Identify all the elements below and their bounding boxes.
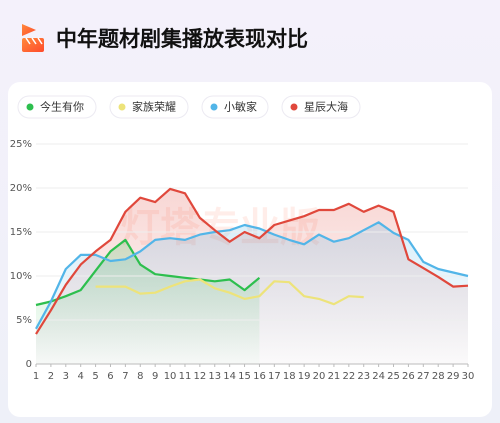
x-tick-label: 3 bbox=[63, 371, 69, 382]
x-tick-label: 23 bbox=[357, 371, 370, 382]
legend-label: 小敏家 bbox=[224, 100, 257, 114]
x-tick-label: 16 bbox=[253, 371, 266, 382]
x-tick-label: 17 bbox=[268, 371, 281, 382]
x-tick-label: 29 bbox=[447, 371, 460, 382]
y-tick-label: 15% bbox=[10, 227, 32, 238]
x-tick-label: 10 bbox=[164, 371, 177, 382]
plot: 05%10%15%20%25%1 2 3 4 5 6 7 8 9 10 11 12 13 14 15 16 17… bbox=[10, 139, 475, 382]
x-tick-label: 20 bbox=[313, 371, 326, 382]
legend-item bbox=[17, 95, 97, 119]
line bbox=[35, 238, 261, 307]
x-tick-label: 25 bbox=[387, 371, 400, 382]
x-tick-label: 26 bbox=[402, 371, 415, 382]
x-tick-label: 11 bbox=[179, 371, 192, 382]
x-tick-label: 4 bbox=[78, 371, 84, 382]
x-tick-label: 22 bbox=[342, 371, 355, 382]
y-tick-label: 5% bbox=[16, 315, 32, 326]
x-tick-label: 8 bbox=[137, 371, 143, 382]
x-tick-label: 12 bbox=[193, 371, 206, 382]
legend-label: 今生有你 bbox=[40, 100, 84, 114]
line bbox=[95, 278, 364, 306]
area bbox=[36, 239, 260, 364]
chart-title: 中年题材剧集播放表现对比 bbox=[56, 27, 308, 51]
legend-label: 星辰大海 bbox=[304, 100, 348, 114]
title-icon bbox=[22, 24, 44, 52]
y-tick-label: 0 bbox=[26, 359, 32, 370]
legend-label: 家族荣耀 bbox=[132, 100, 176, 114]
legend-item bbox=[109, 95, 189, 119]
legend: 今生有你 家族荣耀 小敏家 星辰大海 bbox=[17, 95, 361, 119]
x-tick-label: 30 bbox=[462, 371, 475, 382]
x-tick-label: 15 bbox=[238, 371, 251, 382]
y-tick-label: 25% bbox=[10, 139, 32, 150]
x-tick-label: 21 bbox=[328, 371, 341, 382]
x-tick-label: 2 bbox=[48, 371, 54, 382]
x-tick-label: 13 bbox=[208, 371, 221, 382]
legend-item bbox=[281, 95, 361, 119]
x-tick-label: 28 bbox=[432, 371, 445, 382]
line bbox=[35, 187, 469, 335]
x-tick-label: 7 bbox=[122, 371, 128, 382]
x-tick-label: 5 bbox=[92, 371, 98, 382]
y-tick-label: 10% bbox=[10, 271, 32, 282]
legend-swatch bbox=[210, 103, 218, 111]
x-tick-label: 1 bbox=[33, 371, 39, 382]
legend-swatch bbox=[290, 103, 298, 111]
legend-swatch bbox=[26, 103, 34, 111]
y-tick-label: 20% bbox=[10, 183, 32, 194]
legend-item bbox=[201, 95, 269, 119]
line bbox=[35, 221, 469, 330]
x-tick-label: 19 bbox=[298, 371, 311, 382]
x-tick-label: 6 bbox=[107, 371, 113, 382]
x-tick-label: 24 bbox=[372, 371, 385, 382]
x-tick-label: 9 bbox=[152, 371, 158, 382]
x-tick-label: 27 bbox=[417, 371, 430, 382]
x-tick-label: 14 bbox=[223, 371, 236, 382]
x-tick-label: 18 bbox=[283, 371, 296, 382]
legend-swatch bbox=[118, 103, 126, 111]
